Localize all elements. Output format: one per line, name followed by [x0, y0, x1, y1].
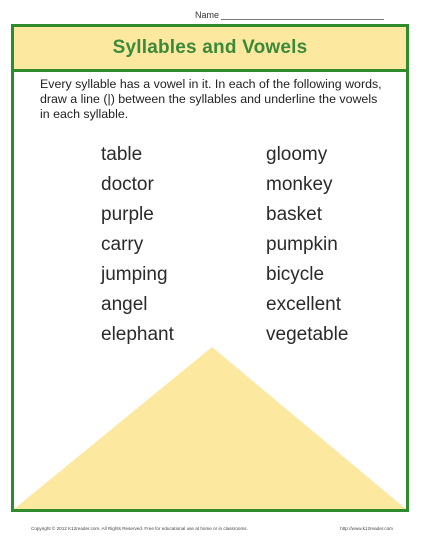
word-item: table [101, 144, 143, 165]
word-item: elephant [101, 324, 174, 345]
word-item: jumping [101, 264, 168, 285]
word-item: carry [101, 234, 144, 255]
name-line [221, 19, 384, 20]
footer-url[interactable]: http://www.k12reader.com [340, 526, 393, 531]
title-band: Syllables and Vowels [14, 27, 406, 72]
word-item: doctor [101, 174, 154, 195]
word-item: purple [101, 204, 154, 225]
word-item: monkey [266, 174, 333, 195]
triangle-shape [14, 347, 406, 509]
name-label: Name [195, 10, 220, 20]
worksheet-frame: Syllables and Vowels Every syllable has … [11, 24, 409, 512]
word-list-right: gloomy monkey basket pumpkin bicycle exc… [266, 140, 348, 350]
word-item: gloomy [266, 144, 328, 165]
word-item: bicycle [266, 264, 325, 285]
decorative-triangle [14, 347, 406, 509]
word-item: excellent [266, 294, 341, 315]
word-list-left: table doctor purple carry jumping angel … [101, 140, 174, 350]
word-item: angel [101, 294, 148, 315]
worksheet-title: Syllables and Vowels [112, 37, 308, 58]
word-item: basket [266, 204, 322, 225]
footer-copyright: Copyright © 2012 K12reader.com. All Righ… [31, 526, 248, 531]
word-item: vegetable [266, 324, 349, 345]
instructions: Every syllable has a vowel in it. In eac… [40, 77, 382, 121]
word-item: pumpkin [266, 234, 338, 255]
